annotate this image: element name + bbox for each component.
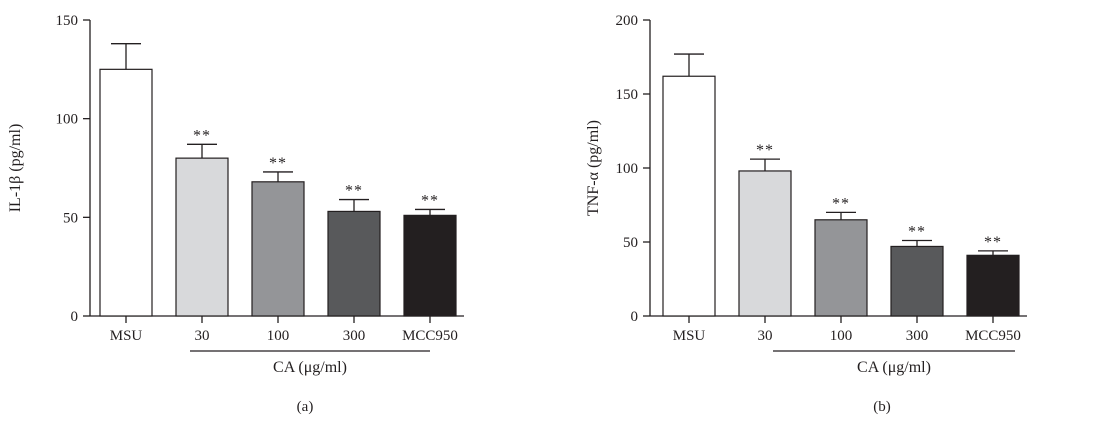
bar-30: [738, 170, 792, 317]
y-tick-label: 150: [56, 13, 79, 29]
group-label: CA (μg/ml): [857, 359, 931, 376]
x-tick-label: 300: [906, 328, 929, 344]
significance-marker: **: [421, 192, 439, 209]
y-tick-label: 50: [63, 210, 78, 226]
bar-MCC950: [403, 214, 457, 317]
x-tick-label: 30: [195, 328, 210, 344]
y-tick-label: 0: [631, 309, 639, 325]
panel-label: (b): [873, 399, 891, 415]
x-tick-label: MSU: [110, 328, 143, 344]
y-tick-label: 200: [616, 13, 639, 29]
y-tick-label: 0: [71, 309, 79, 325]
y-tick-label: 150: [616, 87, 639, 103]
y-axis-title: IL-1β (pg/ml): [7, 124, 24, 213]
x-tick-label: 30: [758, 328, 773, 344]
bar-MCC950: [966, 254, 1020, 317]
bar-MSU: [662, 75, 716, 317]
significance-marker: **: [269, 155, 287, 172]
significance-marker: **: [193, 127, 211, 144]
y-tick-label: 100: [616, 161, 639, 177]
y-tick-label: 100: [56, 112, 79, 128]
bar-100: [814, 219, 868, 317]
panel-a: 0 50 100 150 IL-1β (pg/ml) MSU ** 30 ** 100 ** 300 *…: [7, 13, 464, 415]
y-axis-title: TNF-α (pg/ml): [585, 120, 602, 216]
x-tick-label: MSU: [673, 328, 706, 344]
significance-marker: **: [756, 142, 774, 159]
x-tick-label: 100: [267, 328, 290, 344]
y-tick-label: 50: [623, 235, 638, 251]
bar-MSU: [99, 68, 153, 317]
significance-marker: **: [832, 195, 850, 212]
panel-label: (a): [297, 399, 314, 415]
x-tick-label: MCC950: [965, 328, 1021, 344]
bar-300: [327, 210, 381, 317]
x-tick-label: 300: [343, 328, 366, 344]
group-label: CA (μg/ml): [273, 359, 347, 376]
x-tick-label: MCC950: [402, 328, 458, 344]
x-tick-label: 100: [830, 328, 853, 344]
significance-marker: **: [908, 224, 926, 241]
significance-marker: **: [984, 234, 1002, 251]
bar-30: [175, 157, 229, 317]
bar-100: [251, 181, 305, 317]
bar-300: [890, 245, 944, 317]
panel-b: 0 50 100 150 200 TNF-α (pg/ml) MSU ** 30 ** 100 ** 3…: [585, 13, 1027, 415]
significance-marker: **: [345, 183, 363, 200]
